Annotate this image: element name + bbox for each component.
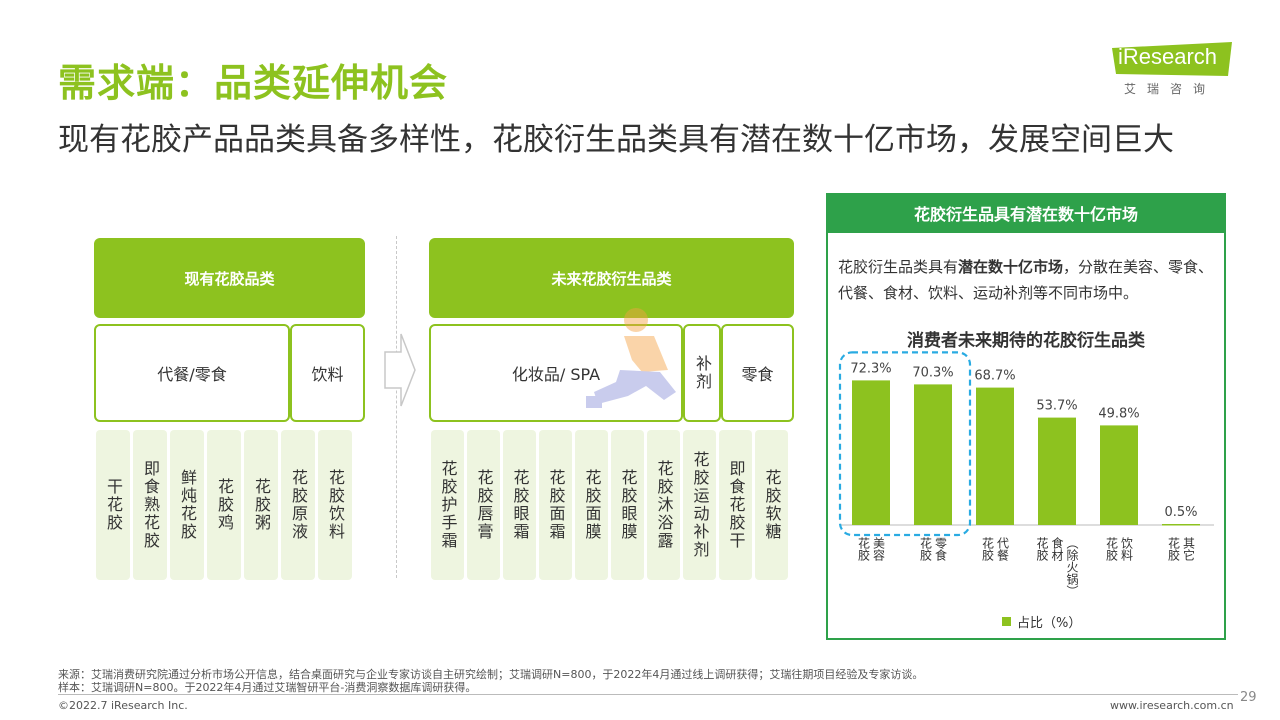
- legend-swatch: [1002, 617, 1011, 626]
- arrow-right-icon: [384, 333, 416, 407]
- existing-group-meal: 代餐/零食: [94, 324, 290, 422]
- future-group-cosmetics: 化妆品/ SPA: [429, 324, 683, 422]
- tick-label: （除火锅）: [1065, 537, 1079, 597]
- bar: [1162, 524, 1200, 526]
- page-title: 需求端：品类延伸机会: [58, 61, 449, 105]
- desc-suffix: ，分散在美容、零食、代餐、食材、饮料、运动补剂等不同市场中。: [838, 258, 1214, 302]
- future-category-header: 未来花胶衍生品类: [429, 238, 794, 318]
- bar: [852, 380, 890, 525]
- data-label: 0.5%: [1164, 505, 1197, 520]
- data-label: 49.8%: [1098, 406, 1139, 421]
- chart-title: 消费者未来期待的花胶衍生品类: [907, 331, 1145, 351]
- tick-label: 花胶: [919, 536, 933, 562]
- existing-group-drink: 饮料: [290, 324, 365, 422]
- legend-label: 占比（%）: [1017, 616, 1082, 631]
- existing-item: 花胶粥: [244, 430, 278, 580]
- future-item: 花胶眼膜: [611, 430, 644, 580]
- existing-item: 干花胶: [96, 430, 130, 580]
- future-item: 花胶面膜: [575, 430, 608, 580]
- bar: [976, 387, 1014, 525]
- page-subtitle: 现有花胶产品品类具备多样性，花胶衍生品类具有潜在数十亿市场，发展空间巨大: [58, 122, 1174, 158]
- desc-prefix: 花胶衍生品类具有: [838, 258, 959, 276]
- existing-category-header: 现有花胶品类: [94, 238, 365, 318]
- data-label: 72.3%: [850, 361, 891, 376]
- future-item: 花胶唇膏: [467, 430, 500, 580]
- future-item: 即食花胶干: [719, 430, 752, 580]
- source-note: 来源：艾瑞消费研究院通过分析市场公开信息，结合桌面研究与企业专家访谈自主研究绘制…: [58, 668, 924, 681]
- tick-label: 花胶: [857, 536, 871, 562]
- sample-note: 样本：艾瑞调研N=800。于2022年4月通过艾瑞智研平台-消费洞察数据库调研获…: [58, 681, 477, 694]
- tick-label: 食材: [1050, 536, 1064, 561]
- future-group-supplement: 补剂: [683, 324, 721, 422]
- tick-label: 花胶: [981, 536, 995, 562]
- tick-label: 花胶: [1035, 536, 1049, 562]
- logo-cn: 艾瑞咨询: [1124, 82, 1217, 96]
- footer-divider: [58, 694, 1238, 695]
- bar: [1038, 417, 1076, 525]
- existing-item: 鲜炖花胶: [170, 430, 204, 580]
- existing-item: 即食熟花胶: [133, 430, 167, 580]
- future-item: 花胶运动补剂: [683, 430, 716, 580]
- data-label: 53.7%: [1036, 399, 1077, 414]
- tick-label: 代餐: [996, 537, 1010, 561]
- highlight-box: [838, 351, 972, 537]
- future-item: 花胶眼霜: [503, 430, 536, 580]
- tick-label: 花胶: [1105, 536, 1119, 562]
- iresearch-logo: iResearch 艾瑞咨询: [1112, 42, 1232, 98]
- running-figure-icon: [586, 308, 676, 408]
- tick-label: 零食: [934, 537, 948, 561]
- existing-item: 花胶饮料: [318, 430, 352, 580]
- desc-bold: 潜在数十亿市场: [958, 258, 1064, 276]
- logo-shape-icon: [1112, 42, 1232, 76]
- tick-label: 花胶: [1167, 536, 1181, 562]
- future-item: 花胶软糖: [755, 430, 788, 580]
- data-label: 68.7%: [974, 369, 1015, 384]
- future-group-snack: 零食: [721, 324, 794, 422]
- data-label: 70.3%: [912, 365, 953, 380]
- existing-item: 花胶原液: [281, 430, 315, 580]
- tick-label: 饮料: [1120, 537, 1134, 561]
- website-link[interactable]: www.iresearch.com.cn: [1110, 699, 1234, 712]
- bar: [914, 384, 952, 525]
- bar: [1100, 425, 1138, 525]
- market-description: 花胶衍生品类具有潜在数十亿市场，分散在美容、零食、代餐、食材、饮料、运动补剂等不…: [838, 254, 1218, 306]
- future-item: 花胶护手霜: [431, 430, 464, 580]
- divider: [396, 236, 397, 578]
- tick-label: 美容: [872, 537, 886, 562]
- tick-label: 其它: [1182, 537, 1196, 561]
- future-item: 花胶沐浴露: [647, 430, 680, 580]
- market-panel-header: 花胶衍生品具有潜在数十亿市场: [826, 193, 1226, 233]
- existing-item: 花胶鸡: [207, 430, 241, 580]
- page-number: 29: [1240, 690, 1257, 705]
- copyright: ©2022.7 iResearch Inc.: [58, 699, 188, 712]
- future-item: 花胶面霜: [539, 430, 572, 580]
- chart-legend: 占比（%）: [1002, 612, 1081, 631]
- logo-brand: iResearch: [1118, 44, 1218, 69]
